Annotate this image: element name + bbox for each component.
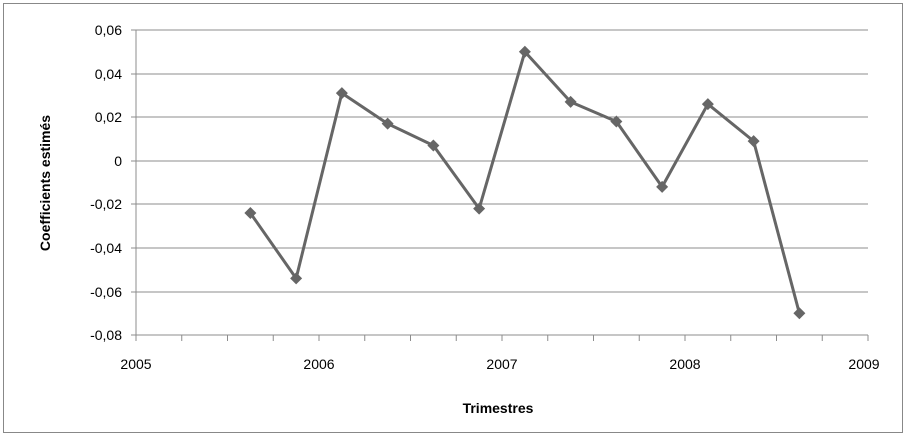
y-tick-label: -0,08 — [90, 327, 122, 343]
series-0 — [244, 45, 806, 320]
gridlines — [136, 29, 868, 293]
y-axis-ticks — [131, 29, 136, 336]
data-point-marker — [793, 307, 806, 320]
y-tick-label: -0,06 — [90, 284, 122, 300]
data-point-marker — [473, 202, 486, 215]
x-tick-label: 2005 — [120, 356, 151, 372]
data-point-marker — [335, 87, 348, 100]
data-point-marker — [290, 272, 303, 285]
x-tick-label: 2008 — [669, 356, 700, 372]
y-tick-label: 0,04 — [95, 66, 122, 82]
y-tick-label: 0,06 — [95, 22, 122, 38]
data-point-marker — [244, 207, 257, 219]
x-tick-label: 2006 — [303, 356, 334, 372]
series-line — [249, 50, 801, 314]
y-tick-label: 0 — [114, 153, 122, 169]
x-tick-label: 2007 — [486, 356, 517, 372]
data-point-marker — [381, 117, 394, 130]
data-point-marker — [610, 115, 623, 128]
x-axis-ticks — [135, 335, 869, 341]
y-tick-labels: 0,06 0,04 0,02 0 -0,02 -0,04 -0,06 -0,08 — [90, 22, 122, 343]
y-tick-label: -0,04 — [90, 240, 122, 256]
x-axis-title: Trimestres — [463, 400, 534, 416]
x-tick-labels: 2005 2006 2007 2008 2009 — [120, 356, 879, 372]
y-tick-label: 0,02 — [95, 109, 122, 125]
data-point-marker — [564, 95, 577, 108]
data-point-marker — [701, 98, 714, 111]
chart-frame — [3, 3, 903, 433]
data-point-marker — [427, 139, 440, 152]
x-tick-label: 2009 — [848, 356, 879, 372]
data-point-marker — [747, 135, 760, 148]
data-point-marker — [518, 45, 531, 58]
y-tick-label: -0,02 — [90, 196, 122, 212]
data-point-marker — [656, 180, 669, 193]
y-axis-title: Coefficients estimés — [37, 115, 53, 251]
